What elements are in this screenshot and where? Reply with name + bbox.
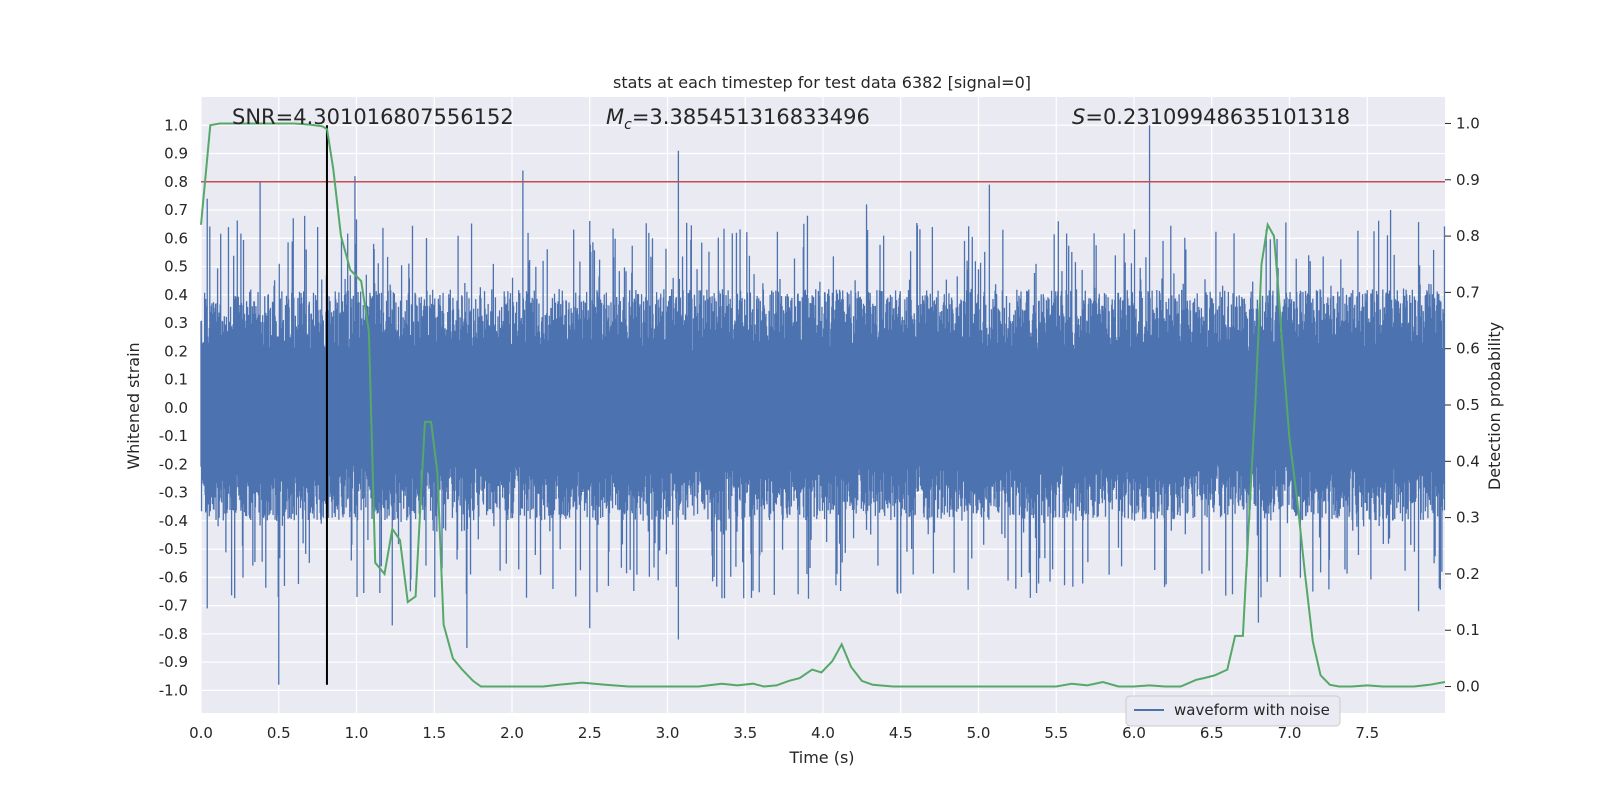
x-tick-label: 6.5 xyxy=(1200,724,1224,742)
left-y-tick-label: -0.5 xyxy=(159,540,188,558)
chart-title: stats at each timestep for test data 638… xyxy=(613,73,1031,92)
x-tick-label: 1.0 xyxy=(345,724,369,742)
right-y-tick-label: 0.2 xyxy=(1456,565,1480,583)
left-y-tick-label: -0.8 xyxy=(159,625,188,643)
left-y-tick-label: 0.6 xyxy=(164,229,188,247)
left-y-axis-ticks: -1.0 -0.9 -0.8 -0.7 -0.6 -0.5 -0.4 -0.3 -0.2 -0.1… xyxy=(159,116,188,699)
right-y-tick-label: 0.3 xyxy=(1456,509,1480,527)
x-tick-label: 4.0 xyxy=(811,724,835,742)
x-tick-label: 3.0 xyxy=(656,724,680,742)
x-tick-label: 2.5 xyxy=(578,724,602,742)
left-y-tick-label: 0.8 xyxy=(164,173,188,191)
x-tick-label: 4.5 xyxy=(889,724,913,742)
x-tick-label: 5.0 xyxy=(967,724,991,742)
right-y-tick-label: 0.1 xyxy=(1456,621,1480,639)
right-y-tick-label: 0.5 xyxy=(1456,396,1480,414)
x-tick-label: 0.0 xyxy=(189,724,213,742)
left-y-tick-label: -0.3 xyxy=(159,484,188,502)
left-y-tick-label: -0.6 xyxy=(159,568,188,586)
left-y-tick-label: 0.9 xyxy=(164,145,188,163)
right-y-tick-label: 0.4 xyxy=(1456,452,1480,470)
left-y-tick-label: 0.1 xyxy=(164,371,188,389)
left-y-tick-label: 0.4 xyxy=(164,286,188,304)
detection-probability-line xyxy=(200,122,1446,688)
left-y-tick-label: -0.9 xyxy=(159,653,188,671)
chirp-mass-subscript: c xyxy=(624,117,632,133)
right-y-tick-label: 0.9 xyxy=(1456,171,1480,189)
right-y-axis-ticks: 0.0 0.1 0.2 0.3 0.4 0.5 0.6 0.7 0.8 0.9 1.0 xyxy=(1445,114,1480,696)
left-y-axis-label: Whitened strain xyxy=(124,342,143,469)
s-value: =0.23109948635101318 xyxy=(1085,105,1350,129)
right-y-tick-label: 0.6 xyxy=(1456,340,1480,358)
x-tick-label: 6.0 xyxy=(1122,724,1146,742)
left-y-tick-label: 0.5 xyxy=(164,258,188,276)
legend: waveform with noise xyxy=(1125,695,1341,727)
right-y-tick-label: 0.0 xyxy=(1456,678,1480,696)
waveform-trace xyxy=(200,125,1446,685)
legend-label: waveform with noise xyxy=(1174,701,1330,719)
x-tick-label: 0.5 xyxy=(267,724,291,742)
left-y-tick-label: -0.1 xyxy=(159,427,188,445)
left-y-tick-label: 0.7 xyxy=(164,201,188,219)
x-tick-label: 7.0 xyxy=(1278,724,1302,742)
x-axis-label: Time (s) xyxy=(788,748,854,767)
s-symbol: S xyxy=(1072,105,1085,129)
left-y-tick-label: -0.7 xyxy=(159,597,188,615)
chirp-mass-value: =3.385451316833496 xyxy=(632,105,870,129)
x-tick-label: 5.5 xyxy=(1044,724,1068,742)
x-tick-label: 3.5 xyxy=(733,724,757,742)
x-tick-label: 7.5 xyxy=(1355,724,1379,742)
right-y-tick-label: 0.8 xyxy=(1456,227,1480,245)
right-y-axis-label: Detection probability xyxy=(1485,322,1504,490)
chirp-mass-symbol: M xyxy=(606,105,624,129)
waveform-series xyxy=(200,125,1446,685)
left-y-tick-label: 0.0 xyxy=(164,399,188,417)
left-y-tick-label: -0.2 xyxy=(159,455,188,473)
right-y-tick-label: 0.7 xyxy=(1456,283,1480,301)
chirp-mass-annotation: Mc=3.385451316833496 xyxy=(606,105,870,133)
left-y-tick-label: 0.2 xyxy=(164,342,188,360)
x-axis-ticks: 0.0 0.5 1.0 1.5 2.0 2.5 3.0 3.5 4.0 4.5 5.0 5.5 6.0 6… xyxy=(189,724,1379,742)
legend-box xyxy=(1125,695,1341,727)
left-y-tick-label: 1.0 xyxy=(164,116,188,134)
right-y-tick-label: 1.0 xyxy=(1456,114,1480,132)
snr-annotation: SNR=4.301016807556152 xyxy=(232,105,514,129)
s-annotation: S=0.23109948635101318 xyxy=(1072,105,1350,129)
left-y-tick-label: -1.0 xyxy=(159,681,188,699)
x-tick-label: 2.0 xyxy=(500,724,524,742)
left-y-tick-label: 0.3 xyxy=(164,314,188,332)
left-y-tick-label: -0.4 xyxy=(159,512,188,530)
x-tick-label: 1.5 xyxy=(422,724,446,742)
